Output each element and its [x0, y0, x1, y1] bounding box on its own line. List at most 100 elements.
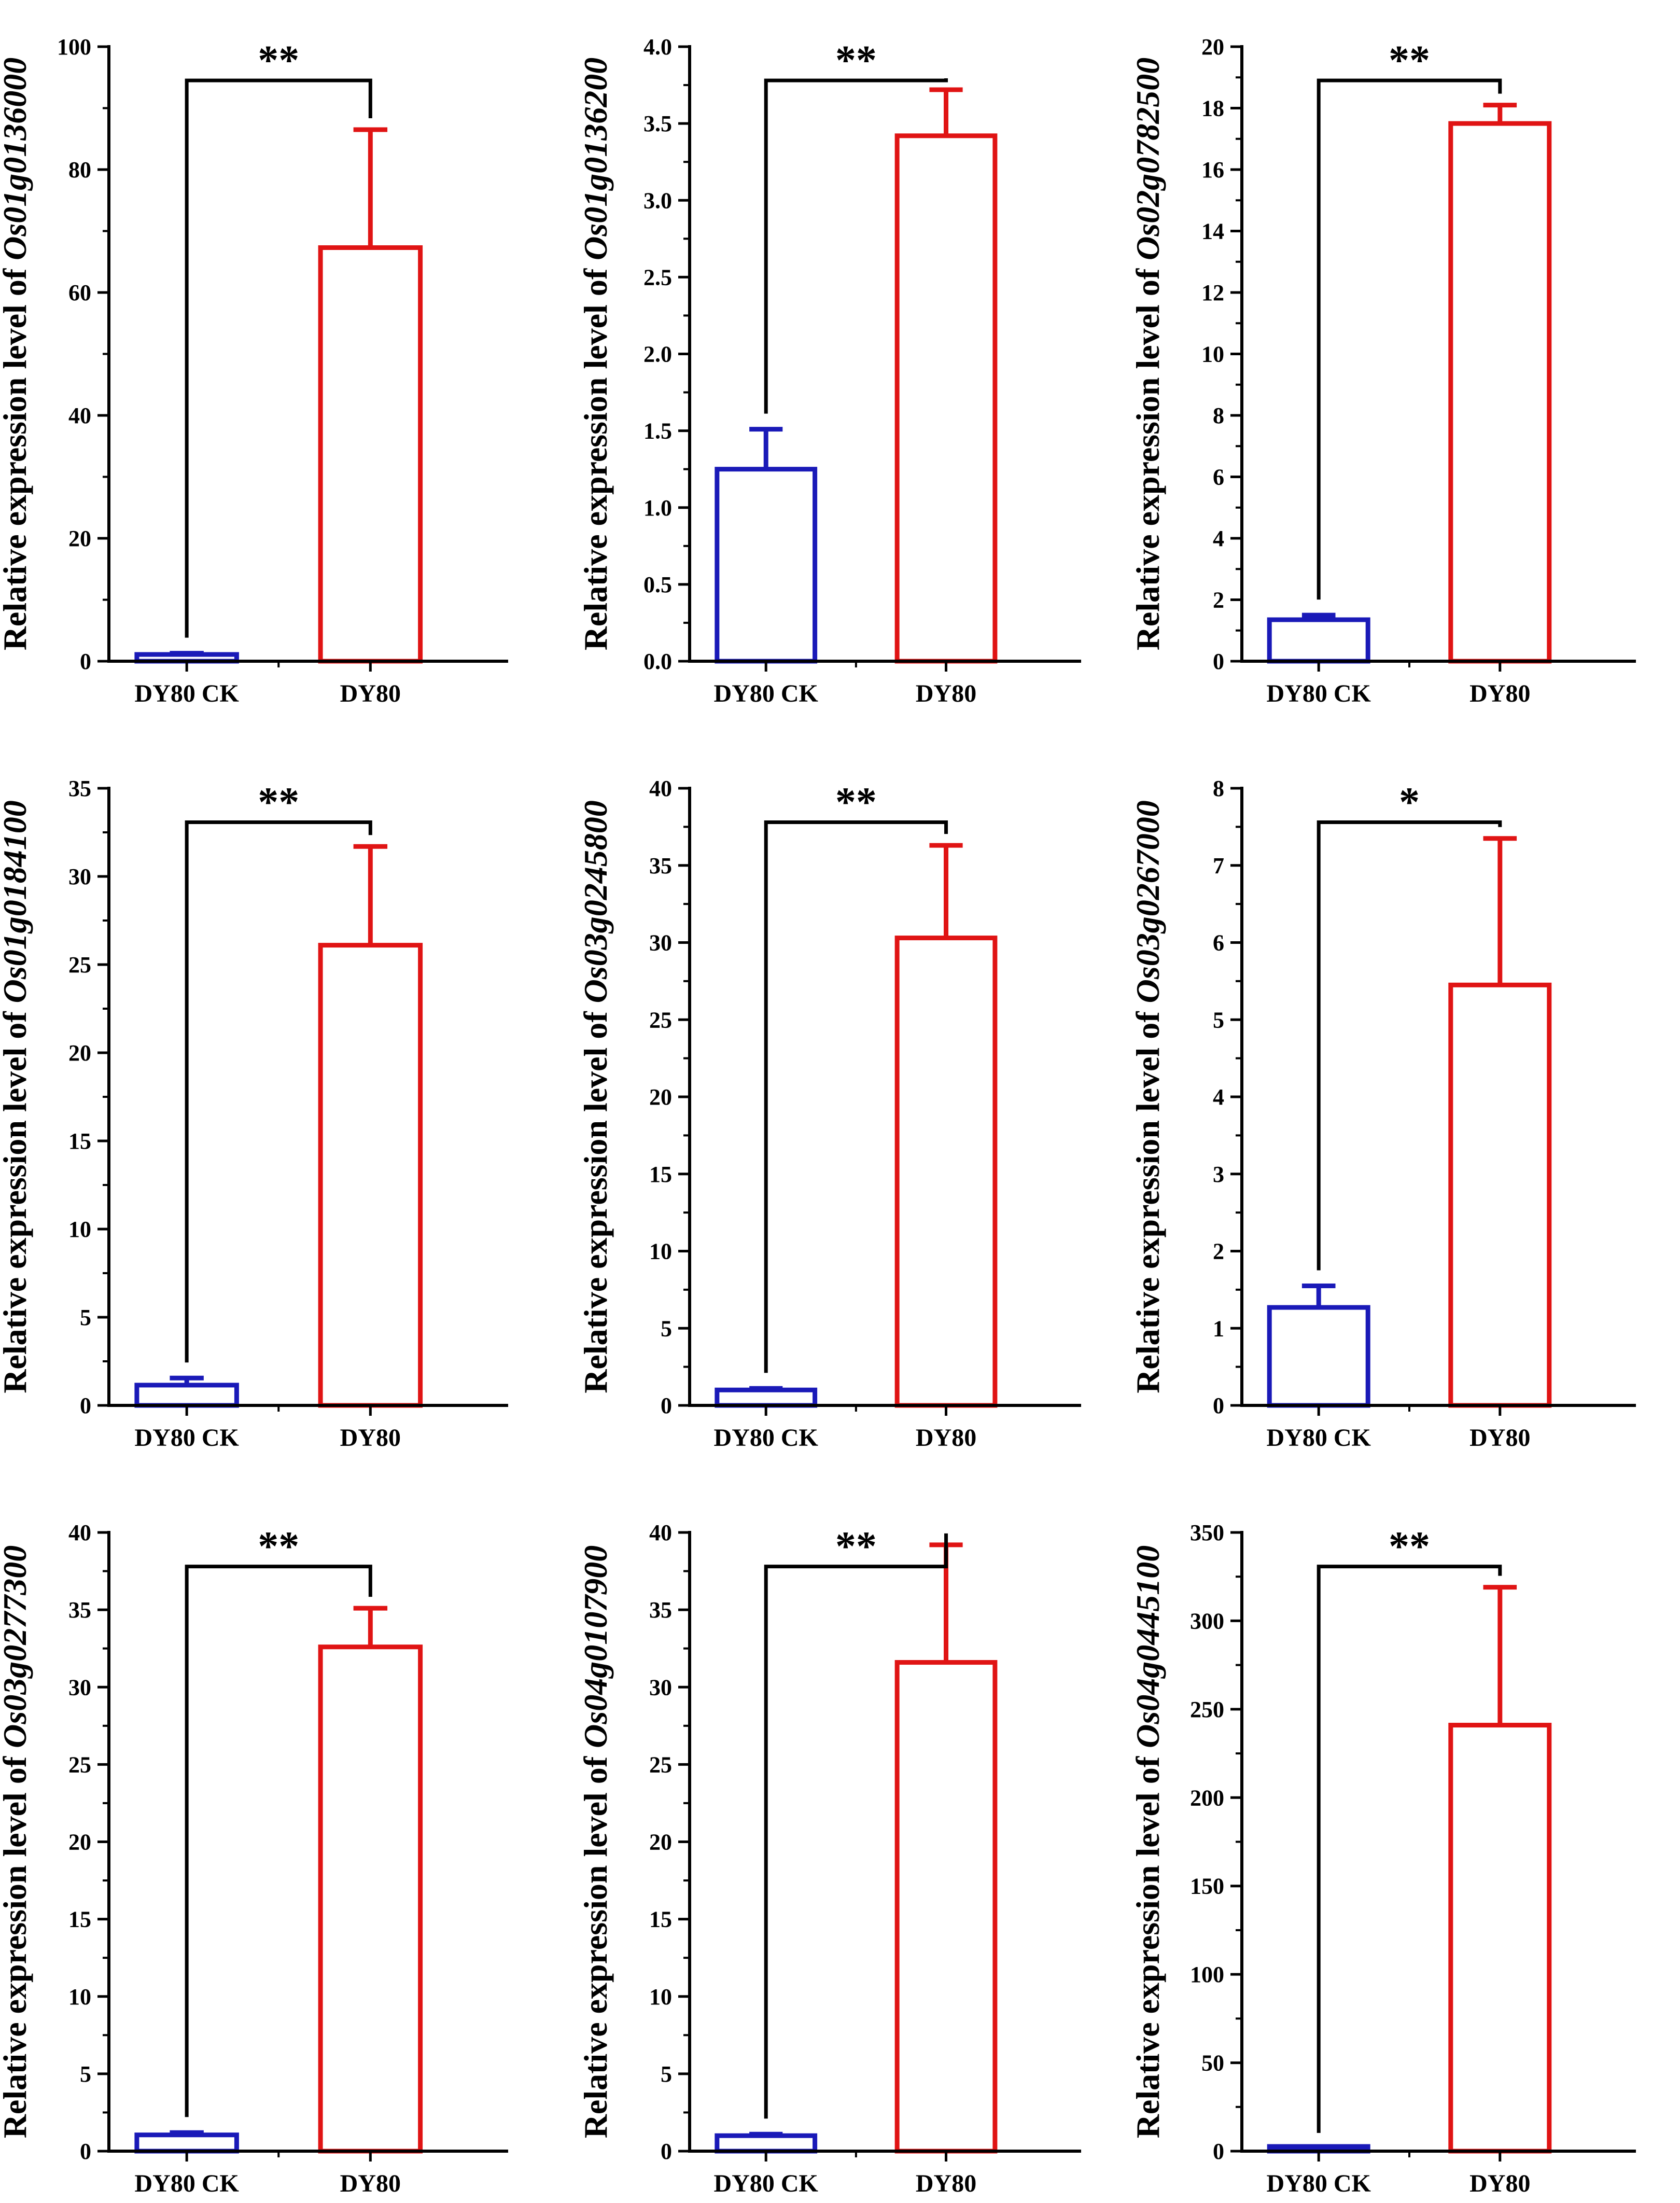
bar-dy80	[318, 1644, 423, 2154]
y-tick-label: 0	[1213, 1393, 1224, 1418]
chart-panel-Os01g0184100: ** 0 5 10 15 20 25 30 35 DY80 CK DY80 Relative expr…	[0, 776, 508, 1452]
y-axis-label-gene: Os04g0107900	[577, 1545, 614, 1748]
y-tick-label: 20	[649, 1084, 672, 1110]
y-axis-label: Relative expression level of Os03g024580…	[577, 800, 614, 1393]
y-tick-label: 10	[68, 1217, 91, 1242]
y-axis-label-gene: Os03g0245800	[577, 800, 614, 1003]
y-tick-label: 30	[68, 1675, 91, 1700]
y-tick-label: 0	[661, 1393, 672, 1418]
y-tick-label: 30	[649, 1675, 672, 1700]
chart-panel-Os03g0267000: * 0 1 2 3 4 5 6 7 8 DY80 CK DY80 Relative expression…	[1129, 776, 1636, 1452]
y-axis-label-prefix: Relative expression level of	[1129, 1748, 1166, 2138]
y-tick-label: 300	[1190, 1608, 1224, 1634]
y-tick-label: 60	[68, 280, 91, 305]
x-tick-label: DY80 CK	[1267, 680, 1371, 707]
x-tick-label: DY80	[916, 680, 976, 707]
y-tick-label: 20	[68, 1040, 91, 1066]
y-tick-label: 30	[649, 930, 672, 956]
y-axis-label: Relative expression level of Os01g018410…	[0, 800, 33, 1393]
y-tick-label: 20	[649, 1830, 672, 1855]
significance-label: **	[1389, 38, 1430, 83]
x-tick-label: DY80 CK	[1267, 1424, 1371, 1452]
y-tick-label: 6	[1213, 930, 1224, 956]
y-tick-label: 350	[1190, 1520, 1224, 1545]
y-tick-label: 1.0	[643, 495, 672, 521]
x-tick-label: DY80 CK	[134, 2170, 239, 2197]
y-axis-label-prefix: Relative expression level of	[1129, 1003, 1166, 1393]
bar-dy80-ck	[1267, 617, 1370, 664]
significance-bracket	[1317, 1565, 1502, 2133]
y-axis-label-prefix: Relative expression level of	[577, 1003, 614, 1393]
chart-panel-Os04g0107900: ** 0 5 10 15 20 25 30 35 40 DY80 CK DY80 Relative ex…	[577, 1520, 1081, 2197]
y-axis-label-gene: Os01g0136200	[577, 58, 614, 260]
y-tick-label: 8	[1213, 776, 1224, 801]
y-tick-label: 15	[649, 1907, 672, 1932]
y-tick-label: 40	[649, 776, 672, 801]
y-tick-label: 40	[68, 403, 91, 428]
x-tick-label: DY80	[1469, 2170, 1530, 2197]
y-tick-label: 100	[57, 34, 91, 60]
y-axis-label-prefix: Relative expression level of	[0, 260, 33, 650]
bar-dy80	[318, 245, 423, 664]
y-tick-label: 10	[1201, 342, 1224, 367]
y-tick-label: 14	[1201, 219, 1224, 244]
y-tick-label: 80	[68, 157, 91, 183]
y-axis-label: Relative expression level of Os01g013600…	[0, 58, 33, 651]
x-tick-label: DY80	[340, 1424, 401, 1452]
y-tick-label: 5	[1213, 1007, 1224, 1033]
y-axis-label-gene: Os04g0445100	[1129, 1545, 1166, 1748]
chart-panel-Os03g0277300: ** 0 5 10 15 20 25 30 35 40 DY80 CK DY80 Relative ex…	[0, 1520, 508, 2197]
x-tick-label: DY80	[340, 2170, 401, 2197]
bar-dy80	[894, 133, 998, 664]
y-tick-label: 35	[68, 1597, 91, 1623]
y-tick-label: 0	[1213, 2139, 1224, 2164]
x-tick-label: DY80 CK	[714, 1424, 818, 1452]
significance-label: **	[1389, 1524, 1430, 1570]
bar-dy80-ck	[715, 2133, 818, 2154]
bar-dy80-ck	[134, 2132, 239, 2154]
y-tick-label: 5	[661, 2061, 672, 2087]
x-tick-label: DY80	[916, 2170, 976, 2197]
y-tick-label: 25	[68, 952, 91, 978]
chart-panel-Os01g0136000: ** 0 20 40 60 80 100 DY80 CK DY80 Relative expres…	[0, 34, 508, 707]
y-tick-label: 15	[68, 1128, 91, 1154]
y-tick-label: 1	[1213, 1316, 1224, 1341]
bar-dy80-ck	[715, 467, 818, 664]
y-axis-label: Relative expression level of Os03g026700…	[1129, 800, 1166, 1393]
significance-bracket	[764, 1533, 948, 2119]
chart-panel-Os01g0136200: ** 0.0 0.5 1.0 1.5 2.0 2.5 3.0 3.5 4.0 DY80 CK DY80…	[577, 34, 1081, 707]
bar-dy80	[1448, 982, 1552, 1408]
y-tick-label: 5	[661, 1316, 672, 1341]
y-axis-label-gene: Os01g0184100	[0, 800, 33, 1003]
x-tick-label: DY80 CK	[714, 680, 818, 707]
y-tick-label: 1.5	[643, 419, 672, 444]
y-axis-label-prefix: Relative expression level of	[577, 1748, 614, 2138]
y-axis-label-prefix: Relative expression level of	[1129, 260, 1166, 650]
x-tick-label: DY80 CK	[134, 680, 239, 707]
chart-panel-Os04g0445100: ** 0 50 100 150 200 250 300 350 DY80 CK DY80 Relati…	[1129, 1520, 1636, 2197]
y-tick-label: 25	[649, 1752, 672, 1777]
significance-bracket	[1317, 78, 1502, 600]
significance-bracket	[1317, 820, 1502, 1271]
chart-panel-Os02g0782500: ** 0 2 4 6 8 10 12 14 16 18 20 DY80 CK DY80 Relative e…	[1129, 34, 1636, 707]
y-tick-label: 3.0	[643, 188, 672, 213]
significance-bracket	[185, 78, 372, 638]
y-tick-label: 30	[68, 864, 91, 889]
significance-bracket	[764, 78, 948, 414]
significance-label: *	[1399, 779, 1420, 825]
y-tick-label: 15	[649, 1162, 672, 1187]
x-tick-label: DY80	[916, 1424, 976, 1452]
y-axis-label: Relative expression level of Os04g044510…	[1129, 1545, 1166, 2139]
significance-bracket	[185, 820, 372, 1363]
y-tick-label: 200	[1190, 1785, 1224, 1810]
y-tick-label: 4.0	[643, 34, 672, 60]
y-axis-label: Relative expression level of Os04g010790…	[577, 1545, 614, 2139]
y-tick-label: 0	[80, 649, 91, 674]
x-tick-label: DY80 CK	[134, 1424, 239, 1452]
y-tick-label: 2.0	[643, 342, 672, 367]
x-tick-label: DY80	[340, 680, 401, 707]
y-tick-label: 7	[1213, 853, 1224, 879]
y-tick-label: 8	[1213, 403, 1224, 428]
significance-label: **	[835, 1524, 877, 1570]
x-tick-label: DY80 CK	[1267, 2170, 1371, 2197]
